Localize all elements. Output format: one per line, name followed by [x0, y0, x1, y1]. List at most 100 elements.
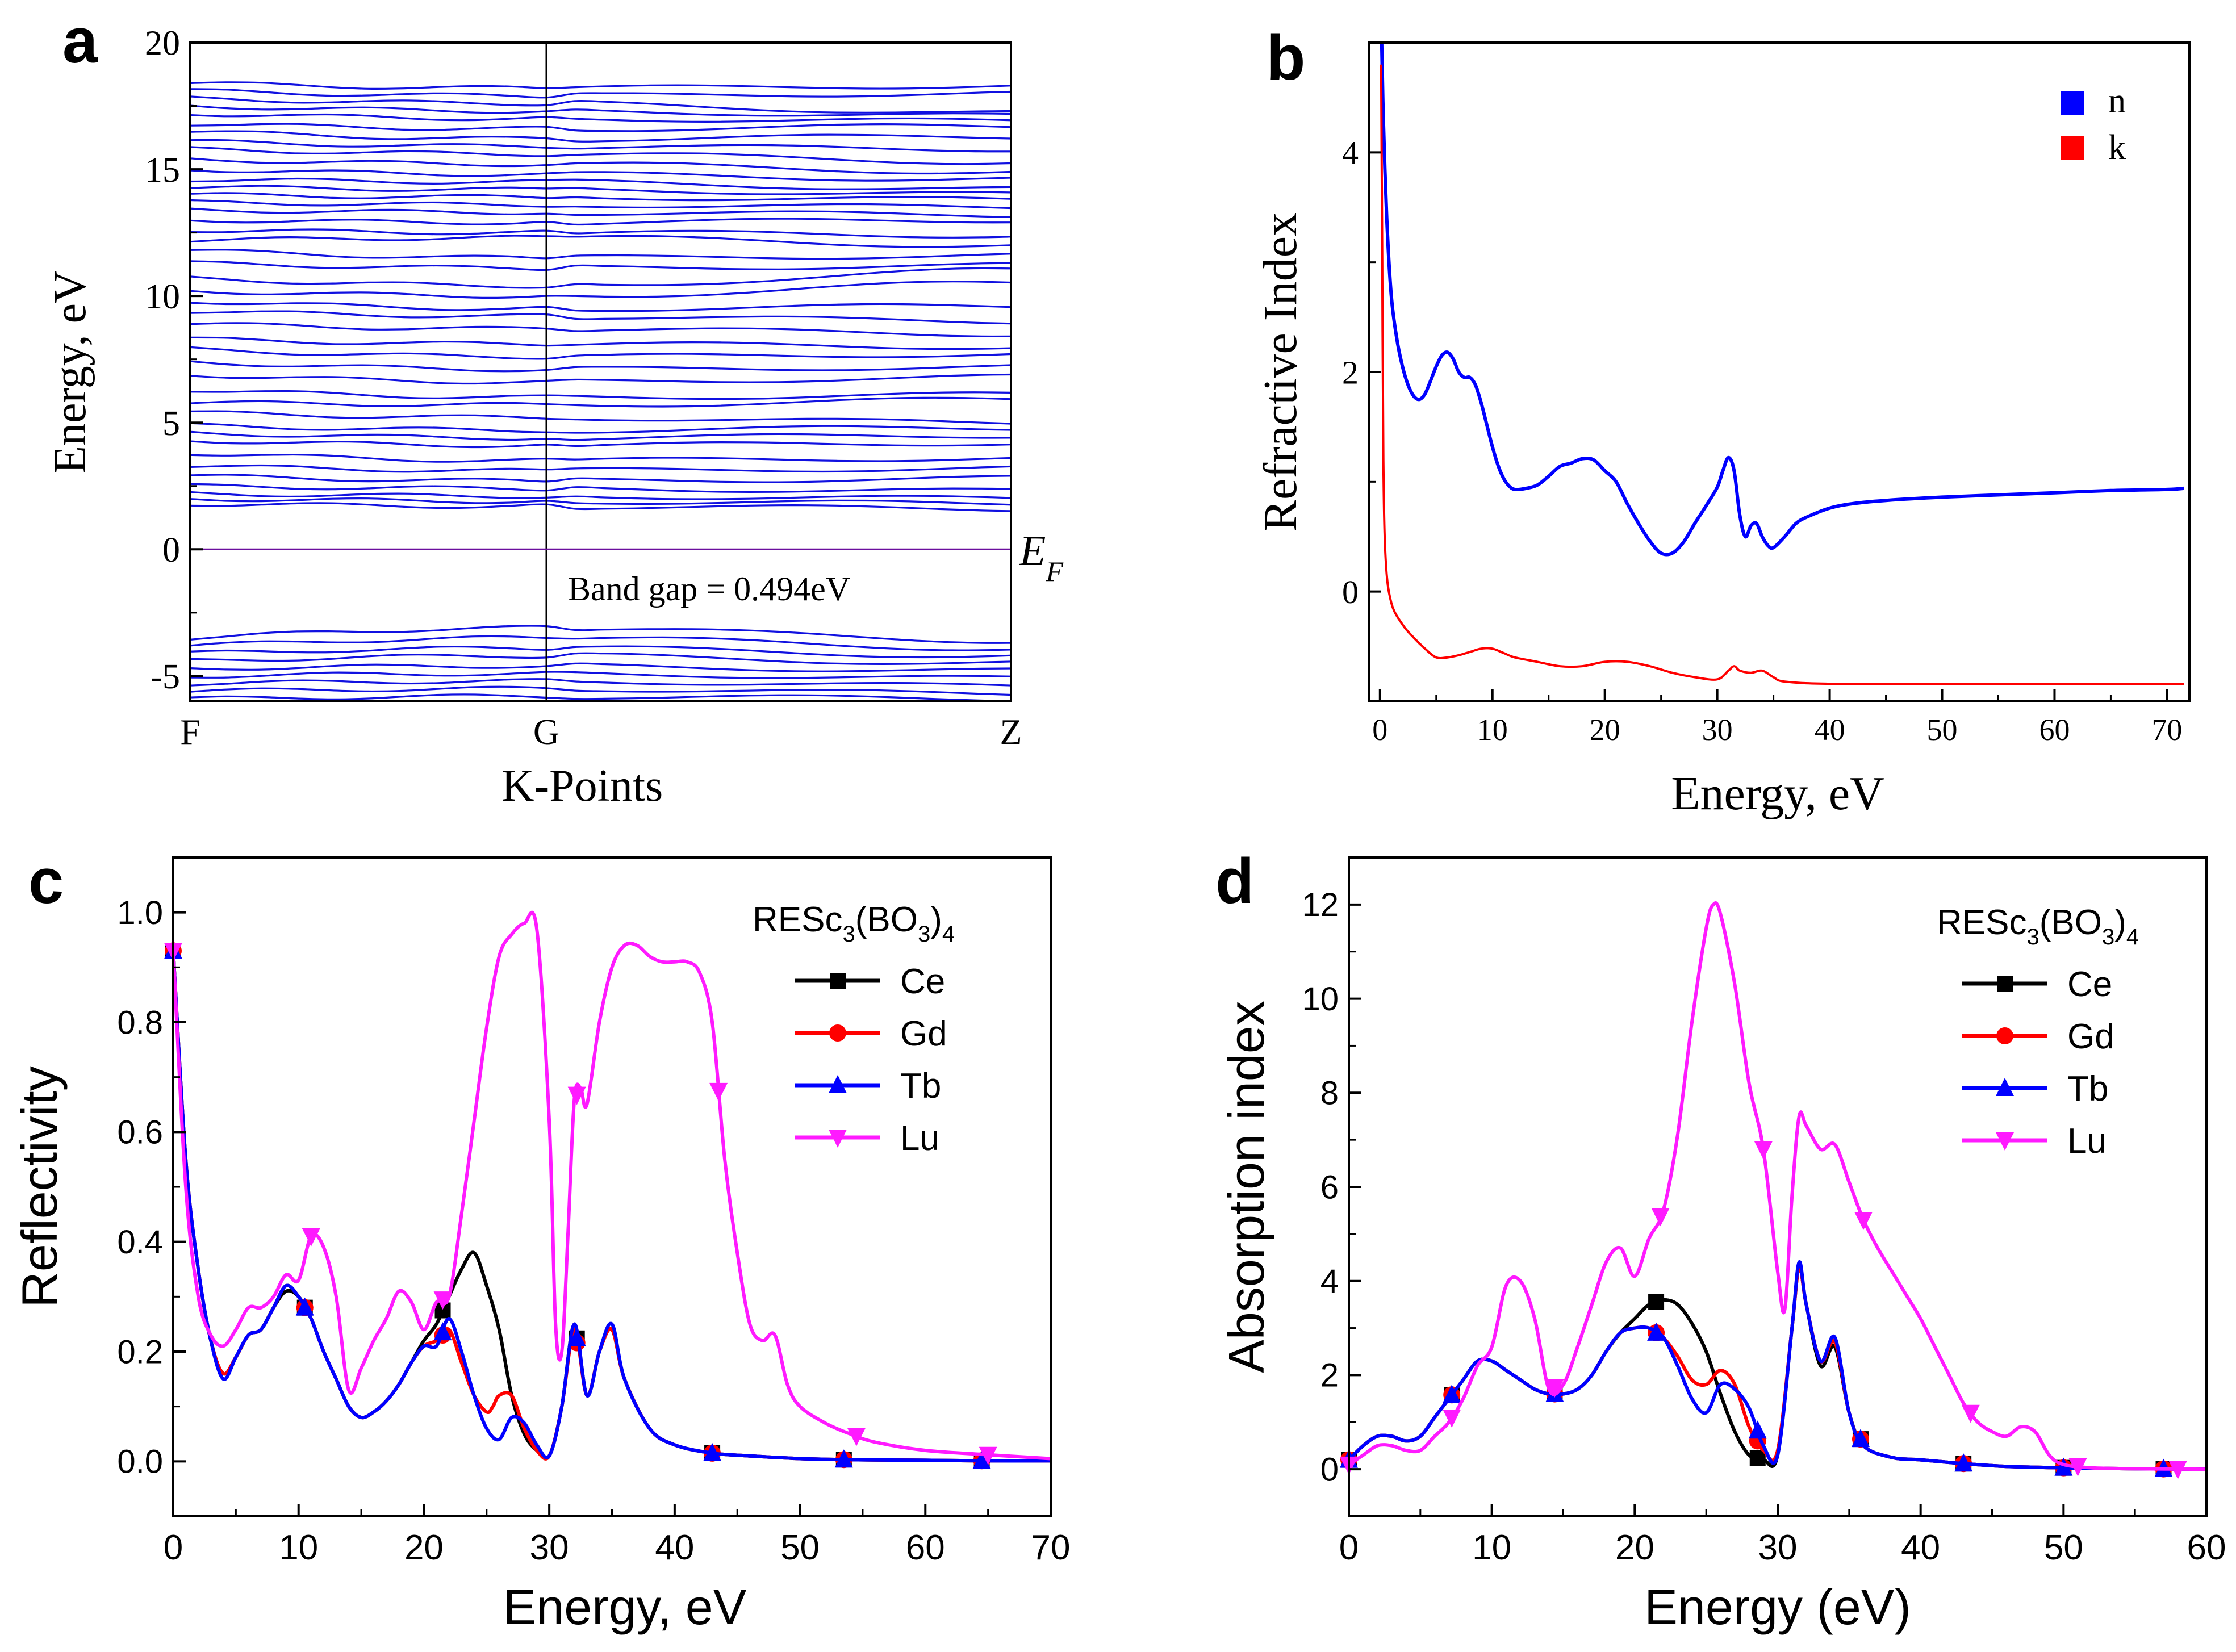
band-line [190, 281, 1012, 299]
c-plot-area [164, 910, 1051, 1470]
marker-Tb [433, 1322, 452, 1341]
band-line [190, 625, 1012, 644]
band-line [190, 671, 1012, 679]
marker-Tb [1851, 1429, 1870, 1448]
band-line [190, 199, 1012, 210]
band-line [190, 267, 1012, 289]
series-line-Tb [172, 951, 1051, 1463]
band-line [190, 95, 1012, 114]
band-line [190, 453, 1012, 463]
series-line-Lu [1348, 901, 2207, 1471]
legend-label-Lu: Lu [2067, 1122, 2107, 1161]
b-y-ticks: 0 2 4 [1342, 41, 1381, 702]
band-line [190, 652, 1012, 665]
panel-c-reflectivity: 0 10 20 30 40 50 60 70 0.0 0.2 0.4 0.6 0.8 1.0 Energ… [11, 856, 1071, 1635]
x-tick-label: 50 [1927, 713, 1958, 747]
a-xtick-G: G [533, 712, 559, 752]
b-legend-swatch-k [2061, 136, 2084, 160]
marker-Lu [1443, 1410, 1461, 1428]
marker-Lu [433, 1291, 452, 1310]
c-x-ticks: 0 10 20 30 40 50 60 70 [164, 1504, 1071, 1567]
a-xtick-Z: Z [1000, 712, 1022, 752]
d-axes-frame [1348, 856, 2208, 1517]
x-tick-label: 60 [906, 1528, 945, 1567]
band-line [190, 430, 1012, 441]
band-line [190, 81, 1012, 90]
series-line-n [1380, 42, 2184, 557]
band-line [190, 123, 1012, 132]
x-tick-label: 40 [1815, 713, 1845, 747]
band-line [190, 177, 1012, 190]
b-plot-area [1380, 42, 2184, 685]
y-tick-label: 0 [1320, 1451, 1339, 1488]
band-line [190, 502, 1012, 512]
y-tick-label: 4 [1342, 135, 1359, 172]
marker-Tb [1647, 1322, 1666, 1341]
a-fermi-label: EF [1019, 527, 1063, 587]
x-tick-label: 40 [1901, 1528, 1940, 1567]
band-line [190, 336, 1012, 350]
y-tick-label: 0.6 [117, 1114, 163, 1151]
marker-Lu [847, 1428, 866, 1446]
x-tick-label: 30 [1758, 1528, 1798, 1567]
band-line [190, 390, 1012, 400]
y-tick-label: 0.4 [117, 1224, 163, 1261]
band-line [190, 497, 1012, 506]
x-tick-label: 10 [1472, 1528, 1511, 1567]
a-xtick-F: F [180, 712, 200, 752]
legend-label-Gd: Gd [900, 1014, 947, 1053]
band-line [190, 146, 1012, 165]
marker-Tb [1954, 1453, 1973, 1472]
a-axes-frame [189, 41, 1012, 702]
legend-label-Ce: Ce [900, 962, 945, 1001]
d-legend-title: RESc3(BO3)4 [1937, 903, 2139, 950]
band-line [190, 645, 1012, 659]
x-tick-label: 70 [1031, 1528, 1071, 1567]
marker-Lu [1545, 1379, 1564, 1398]
x-tick-label: 60 [2187, 1528, 2226, 1567]
b-x-axis-label: Energy, eV [1671, 767, 1884, 820]
x-tick-label: 30 [1702, 713, 1733, 747]
y-tick-label: 15 [145, 151, 180, 190]
band-line [190, 635, 1012, 651]
x-tick-label: 0 [164, 1528, 183, 1567]
y-tick-label: 6 [1320, 1169, 1339, 1206]
d-y-ticks: 0 2 4 6 8 10 12 [1302, 856, 1361, 1517]
band-line [190, 322, 1012, 338]
y-tick-label: 8 [1320, 1075, 1339, 1112]
a-y-axis-label: Energy, eV [45, 270, 95, 474]
marker-Lu [979, 1446, 997, 1465]
x-tick-label: 50 [780, 1528, 820, 1567]
band-line [190, 130, 1012, 143]
c-y-ticks: 0.0 0.2 0.4 0.6 0.8 1.0 [117, 856, 186, 1517]
y-tick-label: 0.8 [117, 1004, 163, 1041]
y-tick-label: -5 [151, 658, 180, 696]
band-line [190, 235, 1012, 248]
marker-Tb [972, 1450, 991, 1469]
series-line-k [1380, 64, 2184, 685]
marker-Tb [834, 1449, 853, 1468]
series-line-Tb [1347, 1260, 2207, 1471]
y-tick-label: 1.0 [117, 894, 163, 931]
band-line [190, 410, 1012, 425]
panel-letter-a: a [62, 5, 98, 76]
band-line [190, 491, 1012, 500]
b-legend-label-k: k [2108, 128, 2126, 167]
y-tick-label: 10 [145, 278, 180, 316]
band-line [190, 464, 1012, 473]
band-line [190, 139, 1012, 153]
band-line [190, 396, 1012, 408]
c-legend: Ce Gd Tb Lu [795, 962, 947, 1158]
legend-marker-Ce [830, 973, 846, 989]
marker-Tb [1443, 1385, 1461, 1403]
a-plot-area [190, 43, 1012, 702]
series-line-Lu [172, 910, 1051, 1461]
legend-label-Lu: Lu [900, 1119, 939, 1158]
b-legend: n k [2061, 82, 2126, 167]
y-tick-label: 4 [1320, 1263, 1339, 1300]
panel-letter-d: d [1215, 846, 1254, 917]
legend-marker-Tb [1996, 1078, 2014, 1096]
marker-Lu [2168, 1461, 2187, 1479]
panel-d-absorption-index: 0 10 20 30 40 50 60 0 2 4 6 8 10 12 Energy (eV) Abso… [1218, 856, 2226, 1635]
band-line [190, 678, 1012, 687]
